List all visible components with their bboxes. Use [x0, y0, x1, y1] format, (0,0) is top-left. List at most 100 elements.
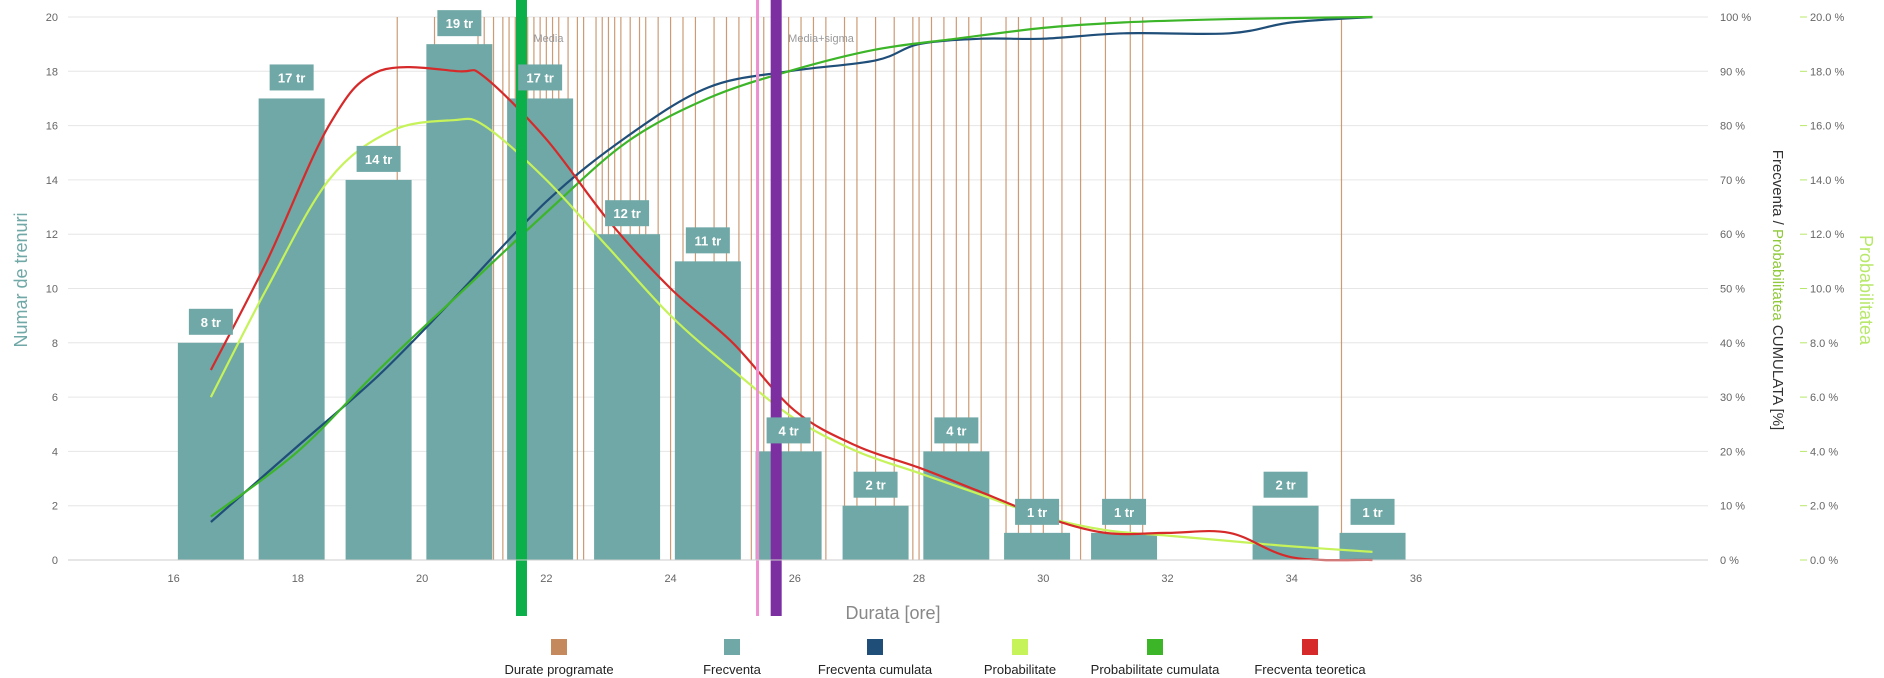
y3-tick-label: 12.0 % [1810, 229, 1844, 241]
x-tick-label: 30 [1037, 573, 1049, 585]
y3-tick-label: 10.0 % [1810, 284, 1844, 296]
y3-axis-title: Probabilitatea [1856, 235, 1876, 346]
x-tick-label: 16 [167, 573, 179, 585]
y2-tick-label: 10 % [1720, 501, 1745, 513]
y3-tick-label: 2.0 % [1810, 501, 1838, 513]
y3-tick-label: 18.0 % [1810, 66, 1844, 78]
x-tick-label: 22 [540, 573, 552, 585]
series-line [209, 66, 1373, 562]
bar [923, 451, 990, 560]
x-tick-label: 20 [416, 573, 428, 585]
y2-tick-label: 0 % [1720, 555, 1739, 567]
y-tick-label: 4 [52, 446, 58, 458]
bar [674, 261, 741, 560]
y3-tick-label: 6.0 % [1810, 392, 1838, 404]
bar [177, 342, 244, 560]
bar [594, 234, 661, 560]
y-tick-label: 18 [46, 66, 58, 78]
legend-swatch [867, 639, 883, 655]
x-tick-label: 28 [913, 573, 925, 585]
y-tick-label: 10 [46, 284, 58, 296]
bar [258, 98, 325, 560]
bar [755, 451, 822, 560]
bar [1339, 532, 1406, 560]
y2-tick-label: 20 % [1720, 446, 1745, 458]
data-label-box [1263, 471, 1308, 498]
y2-tick-label: 40 % [1720, 338, 1745, 350]
y2-tick-label: 90 % [1720, 66, 1745, 78]
y-tick-label: 2 [52, 501, 58, 513]
y2-axis-title: Frecventa / Probabilitatea CUMULATA [%] [1769, 150, 1786, 430]
bar [1091, 532, 1158, 560]
legend-label: Frecventa cumulata [818, 662, 933, 677]
bar-labels: 8 tr 17 tr 14 tr 19 tr 17 tr 12 tr 11 tr 4 tr 2 … [188, 10, 1395, 525]
y-tick-label: 8 [52, 338, 58, 350]
y-tick-label: 6 [52, 392, 58, 404]
line-series [209, 15, 1373, 562]
legend-swatch [551, 639, 567, 655]
data-label-box [605, 200, 650, 227]
x-tick-label: 32 [1161, 573, 1173, 585]
x-tick-label: 34 [1286, 573, 1298, 585]
data-label-box [853, 471, 898, 498]
y3-tick-label: 4.0 % [1810, 446, 1838, 458]
legend-label: Frecventa [703, 662, 762, 677]
bar [842, 505, 909, 560]
data-label-box [1102, 498, 1147, 525]
data-label: 12 tr [613, 206, 640, 221]
data-label-box [356, 145, 401, 172]
data-label: 17 tr [278, 70, 305, 85]
y-tick-label: 16 [46, 121, 58, 133]
data-label-box [685, 227, 730, 254]
series-line [210, 15, 1373, 518]
y2-tick-label: 60 % [1720, 229, 1745, 241]
x-tick-label: 26 [789, 573, 801, 585]
data-label: 8 tr [201, 315, 221, 330]
data-label: 14 tr [365, 152, 392, 167]
bar [426, 44, 493, 560]
data-label-box [437, 10, 482, 37]
data-label-box [1015, 498, 1060, 525]
legend: Durate programate Frecventa Frecventa cumu… [504, 639, 1366, 677]
legend-swatch [724, 639, 740, 655]
x-axis-title: Durata [ore] [845, 603, 940, 623]
data-label: 11 tr [694, 233, 721, 248]
y3-tick-label: 20.0 % [1810, 12, 1844, 24]
data-label-box [766, 417, 811, 444]
bar [1252, 505, 1319, 560]
data-label: 1 tr [1362, 505, 1382, 520]
data-label-box [269, 64, 314, 91]
reference-line [515, 0, 527, 616]
data-label-box [1350, 498, 1395, 525]
legend-label: Frecventa teoretica [1254, 662, 1366, 677]
legend-swatch [1147, 639, 1163, 655]
y2-title-part-2: Probabilitatea [1769, 229, 1786, 321]
data-label: 4 tr [778, 423, 798, 438]
legend-swatch [1012, 639, 1028, 655]
data-label-box [188, 308, 233, 335]
y3-tick-label: 14.0 % [1810, 175, 1844, 187]
legend-label: Probabilitate cumulata [1091, 662, 1220, 677]
x-tick-label: 24 [664, 573, 676, 585]
data-label: 2 tr [865, 478, 885, 493]
y-tick-label: 14 [46, 175, 58, 187]
data-label: 1 tr [1027, 505, 1047, 520]
y3-tick-label: 16.0 % [1810, 121, 1844, 133]
y2-title-part-1: Frecventa / [1769, 150, 1786, 229]
y-tick-label: 20 [46, 12, 58, 24]
legend-label: Probabilitate [984, 662, 1056, 677]
y-tick-label: 12 [46, 229, 58, 241]
reference-line-label: Media [533, 33, 564, 45]
bar [1004, 532, 1071, 560]
y2-title-part-3: CUMULATA [%] [1769, 321, 1786, 430]
y2-tick-label: 100 % [1720, 12, 1751, 24]
axes: 0 0 % 0.0 % 2 10 % 2.0 % 4 20 % 4.0 % 6 30 % 6.0 % 8… [46, 12, 1845, 585]
y2-tick-label: 30 % [1720, 392, 1745, 404]
bar-series [177, 44, 1406, 560]
data-label-box [934, 417, 979, 444]
y-tick-label: 0 [52, 555, 58, 567]
reference-line [756, 0, 760, 616]
data-label: 4 tr [946, 423, 966, 438]
y2-tick-label: 50 % [1720, 284, 1745, 296]
